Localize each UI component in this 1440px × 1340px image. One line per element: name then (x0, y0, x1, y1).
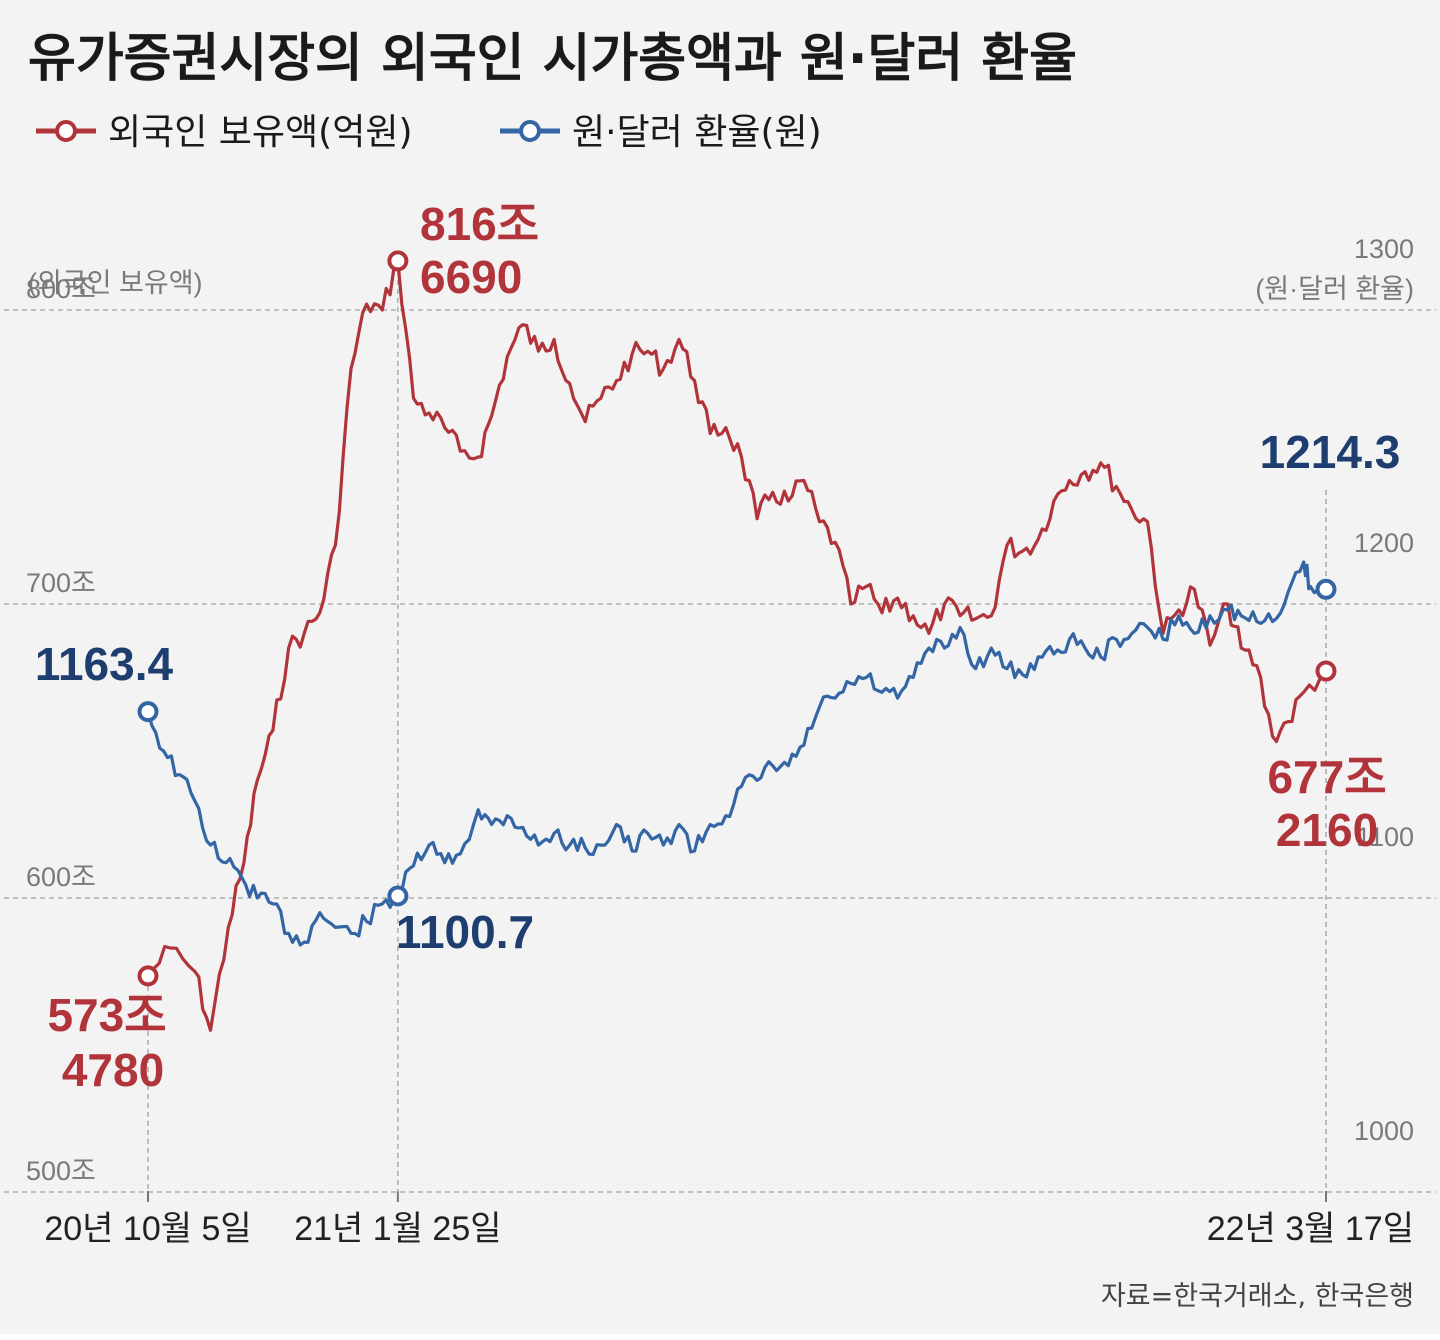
left-tick-label-700: 700조 (26, 568, 96, 598)
series-line-fx (146, 560, 1328, 947)
right-tick-label-1200: 1200 (1354, 528, 1414, 558)
right-tick-label-1000: 1000 (1354, 1116, 1414, 1146)
marker-foreign-start (137, 965, 159, 987)
marker-foreign-peak (387, 250, 409, 272)
gridlines (4, 309, 1436, 1193)
right-tick-label-1300: 1300 (1354, 234, 1414, 264)
legend-item-fx: 원·달러 환율(원) (500, 112, 822, 153)
x-tick-label-0: 20년 10월 5일 (44, 1210, 251, 1248)
left-tick-label-500: 500조 (26, 1156, 96, 1186)
right-axis-title: (원·달러 환율) (1255, 274, 1414, 304)
left-tick-label-600: 600조 (26, 862, 96, 892)
annotation-foreign-start-bottom: 4780 (62, 1044, 164, 1096)
marker-fx-low (387, 885, 409, 907)
annotation-foreign-peak-top: 816조 (420, 198, 539, 250)
legend-item-foreign: 외국인 보유액(억원) (36, 112, 413, 153)
legend-label-foreign: 외국인 보유액(억원) (108, 112, 413, 153)
annotation-fx-low: 1100.7 (396, 906, 534, 958)
annotation-fx-start: 1163.4 (35, 638, 174, 690)
annotation-foreign-peak-bottom: 6690 (420, 251, 522, 303)
left-axis: 500조 600조 700조 800조 (26, 274, 96, 1186)
legend-marker-foreign (55, 120, 77, 142)
x-tick-label-1: 21년 1월 25일 (294, 1210, 501, 1248)
endpoint-markers (137, 250, 1337, 987)
chart-title: 유가증권시장의 외국인 시가총액과 원·달러 환율 (28, 29, 1077, 89)
marker-fx-end (1315, 578, 1337, 600)
annotation-foreign-end-bottom: 2160 (1276, 804, 1378, 856)
left-tick-label-800: 800조 (26, 274, 96, 304)
annotation-foreign-end-top: 677조 (1267, 751, 1386, 803)
right-axis: 1000 1100 1200 1300 (1354, 234, 1414, 1146)
legend: 외국인 보유액(억원) 원·달러 환율(원) (36, 112, 822, 153)
marker-fx-start (137, 701, 159, 723)
legend-label-fx: 원·달러 환율(원) (572, 112, 822, 153)
annotation-foreign-start-top: 573조 (47, 989, 166, 1041)
source-note: 자료=한국거래소, 한국은행 (1101, 1281, 1414, 1312)
right-tick-label-1100: 1100 (1356, 822, 1414, 852)
left-axis-title: (외국인 보유액) (28, 268, 203, 298)
marker-foreign-end (1315, 660, 1337, 682)
annotation-fx-end: 1214.3 (1260, 426, 1401, 478)
x-axis: 20년 10월 5일 21년 1월 25일 22년 3월 17일 (44, 270, 1414, 1248)
x-tick-label-2: 22년 3월 17일 (1207, 1210, 1414, 1248)
legend-marker-fx (519, 120, 541, 142)
series-line-foreign (146, 259, 1328, 1032)
